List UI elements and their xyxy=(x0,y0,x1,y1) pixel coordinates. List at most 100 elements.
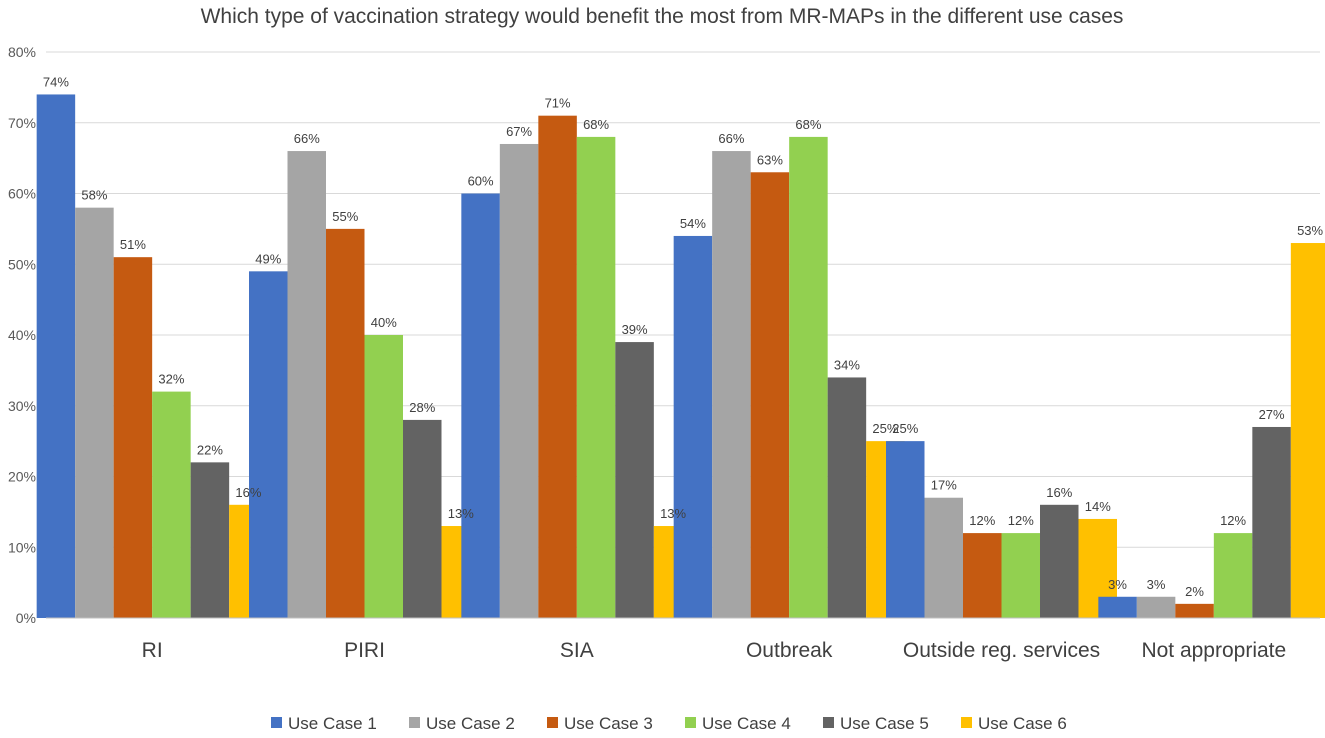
x-category-label: Not appropriate xyxy=(1141,639,1286,662)
bar-piri-use-case-3 xyxy=(326,228,365,618)
data-label: 3% xyxy=(1147,577,1166,592)
x-category-label: SIA xyxy=(560,639,594,662)
data-label: 12% xyxy=(1220,513,1246,528)
bar-sia-use-case-4 xyxy=(576,136,616,618)
data-label: 14% xyxy=(1085,499,1111,514)
bar-piri-use-case-5 xyxy=(403,419,442,618)
data-label: 39% xyxy=(622,322,648,337)
data-label: 66% xyxy=(718,131,744,146)
y-tick-label: 40% xyxy=(8,327,36,343)
bar-outside-reg-services-use-case-3 xyxy=(963,533,1002,618)
legend: Use Case 1 Use Case 2 Use Case 3 Use Case 4… xyxy=(271,714,1067,733)
legend-swatch xyxy=(271,717,282,728)
bar-not-appropriate-use-case-5 xyxy=(1252,426,1291,618)
data-label: 17% xyxy=(931,478,957,493)
bar-sia-use-case-2 xyxy=(499,143,539,618)
bar-outside-reg-services-use-case-1 xyxy=(886,441,925,618)
bar-outbreak-use-case-3 xyxy=(750,172,790,618)
bar-ri-use-case-1 xyxy=(36,94,76,618)
data-label: 55% xyxy=(332,209,358,224)
data-label: 71% xyxy=(545,96,571,111)
y-tick-label: 80% xyxy=(8,44,36,60)
bar-outside-reg-services-use-case-2 xyxy=(924,497,963,618)
data-label: 51% xyxy=(120,237,146,252)
data-label: 54% xyxy=(680,216,706,231)
bar-outbreak-use-case-1 xyxy=(673,235,713,618)
bar-not-appropriate-use-case-6 xyxy=(1290,243,1325,618)
data-label: 60% xyxy=(468,174,494,189)
data-label: 53% xyxy=(1297,223,1323,238)
data-label: 3% xyxy=(1108,577,1127,592)
data-label: 12% xyxy=(1008,513,1034,528)
data-label: 66% xyxy=(294,131,320,146)
y-tick-label: 70% xyxy=(8,115,36,131)
y-axis: 0% 10% 20% 30% 40% 50% 60% 70% 80% xyxy=(8,44,36,626)
data-label: 34% xyxy=(834,357,860,372)
data-label: 58% xyxy=(81,188,107,203)
data-label: 16% xyxy=(235,485,261,500)
legend-label: Use Case 6 xyxy=(978,714,1067,733)
legend-item-use-case-5: Use Case 5 xyxy=(823,714,929,733)
x-category-label: Outside reg. services xyxy=(903,639,1100,662)
legend-label: Use Case 3 xyxy=(564,714,653,733)
y-tick-label: 30% xyxy=(8,398,36,414)
y-tick-label: 50% xyxy=(8,256,36,272)
data-label: 22% xyxy=(197,442,223,457)
data-label: 74% xyxy=(43,74,69,89)
data-label: 63% xyxy=(757,152,783,167)
data-label: 25% xyxy=(872,421,898,436)
y-tick-label: 10% xyxy=(8,539,36,555)
bar-outbreak-use-case-2 xyxy=(712,151,751,619)
legend-item-use-case-1: Use Case 1 xyxy=(271,714,377,733)
x-axis: RI PIRI SIA Outbreak Outside reg. services No… xyxy=(46,617,1320,662)
bar-outside-reg-services-use-case-4 xyxy=(1001,533,1040,618)
data-label: 27% xyxy=(1259,407,1285,422)
bar-outbreak-use-case-5 xyxy=(827,377,867,618)
x-category-label: Outbreak xyxy=(746,639,833,662)
bar-ri-use-case-2 xyxy=(75,207,114,618)
bar-ri-use-case-5 xyxy=(190,462,230,618)
data-label: 13% xyxy=(448,506,474,521)
data-label: 16% xyxy=(1046,485,1072,500)
data-label: 25% xyxy=(892,421,918,436)
bar-piri-use-case-4 xyxy=(364,335,403,618)
y-tick-label: 60% xyxy=(8,186,36,202)
data-label: 67% xyxy=(506,124,532,139)
legend-item-use-case-2: Use Case 2 xyxy=(409,714,515,733)
data-label: 28% xyxy=(409,400,435,415)
data-label: 68% xyxy=(795,117,821,132)
legend-label: Use Case 5 xyxy=(840,714,929,733)
x-category-label: RI xyxy=(142,639,163,662)
bars xyxy=(36,94,1325,619)
bar-not-appropriate-use-case-1 xyxy=(1098,596,1137,618)
legend-label: Use Case 2 xyxy=(426,714,515,733)
legend-swatch xyxy=(409,717,420,728)
legend-item-use-case-3: Use Case 3 xyxy=(547,714,653,733)
bar-not-appropriate-use-case-2 xyxy=(1136,596,1176,618)
bar-piri-use-case-2 xyxy=(287,151,326,619)
legend-item-use-case-4: Use Case 4 xyxy=(685,714,791,733)
bar-sia-use-case-1 xyxy=(461,193,500,618)
bar-piri-use-case-1 xyxy=(249,271,288,618)
bar-outside-reg-services-use-case-5 xyxy=(1040,504,1079,618)
y-tick-label: 0% xyxy=(16,610,36,626)
x-category-label: PIRI xyxy=(344,639,385,662)
data-label: 68% xyxy=(583,117,609,132)
legend-label: Use Case 4 xyxy=(702,714,791,733)
legend-label: Use Case 1 xyxy=(288,714,377,733)
legend-swatch xyxy=(961,717,972,728)
bar-sia-use-case-3 xyxy=(538,115,577,619)
bar-outbreak-use-case-4 xyxy=(789,136,828,618)
data-label: 13% xyxy=(660,506,686,521)
data-label: 12% xyxy=(969,513,995,528)
data-label: 49% xyxy=(255,251,281,266)
y-tick-label: 20% xyxy=(8,469,36,485)
bar-sia-use-case-5 xyxy=(615,342,654,618)
legend-swatch xyxy=(685,717,696,728)
bar-ri-use-case-3 xyxy=(113,257,153,618)
data-label: 32% xyxy=(158,372,184,387)
bar-not-appropriate-use-case-3 xyxy=(1175,603,1214,618)
chart-title: Which type of vaccination strategy would… xyxy=(201,5,1124,28)
legend-swatch xyxy=(823,717,834,728)
legend-swatch xyxy=(547,717,558,728)
